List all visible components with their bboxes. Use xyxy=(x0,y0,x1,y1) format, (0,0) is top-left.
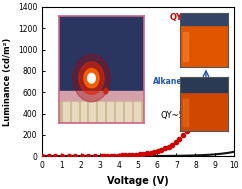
Point xyxy=(181,134,185,137)
Point xyxy=(156,149,160,152)
Y-axis label: Luminance (cd/m²): Luminance (cd/m²) xyxy=(3,37,13,126)
Point xyxy=(123,154,127,157)
Point xyxy=(185,129,189,132)
X-axis label: Voltage (V): Voltage (V) xyxy=(107,176,169,186)
Point xyxy=(149,151,152,154)
Text: QY~80%: QY~80% xyxy=(170,13,210,22)
Text: QY~50%: QY~50% xyxy=(160,111,197,120)
Point xyxy=(174,141,178,144)
Point xyxy=(127,153,131,156)
Point xyxy=(113,154,116,157)
Point xyxy=(80,155,84,158)
Point xyxy=(145,152,149,155)
Point xyxy=(93,155,97,158)
Point xyxy=(196,108,199,111)
Point xyxy=(105,154,109,157)
Point xyxy=(116,154,120,157)
Point xyxy=(192,117,196,120)
Point xyxy=(134,153,138,156)
Point xyxy=(60,155,64,158)
Point xyxy=(178,137,182,140)
Point xyxy=(199,98,203,101)
Point xyxy=(109,154,113,157)
Point xyxy=(163,147,167,150)
Point xyxy=(73,155,77,158)
Point xyxy=(102,154,106,157)
Point xyxy=(167,145,171,148)
Point xyxy=(152,150,156,153)
Point xyxy=(47,155,51,158)
Point xyxy=(130,153,134,156)
Point xyxy=(138,153,142,156)
Point xyxy=(67,155,71,158)
Point xyxy=(188,123,192,126)
Point xyxy=(100,155,104,158)
Point xyxy=(170,143,174,146)
Point xyxy=(159,148,163,151)
Text: Alkanethiol: Alkanethiol xyxy=(153,77,203,86)
Point xyxy=(53,155,57,158)
Point xyxy=(141,152,145,155)
Point xyxy=(40,155,44,158)
Point xyxy=(120,154,124,157)
Point xyxy=(86,155,90,158)
